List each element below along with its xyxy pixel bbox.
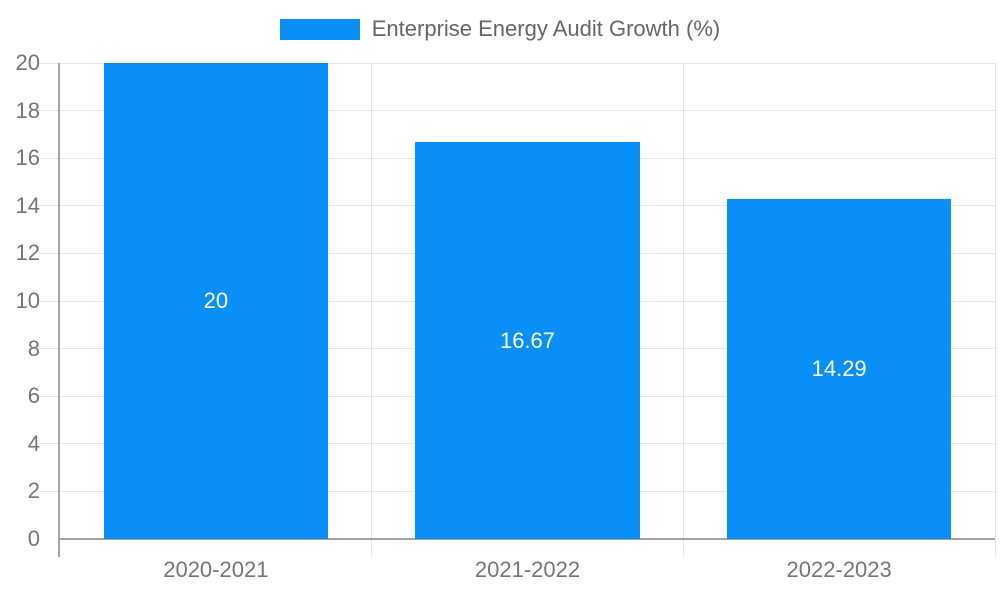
bar-2020-2021[interactable]: 20	[103, 63, 329, 539]
y-tick-label: 8	[27, 335, 40, 361]
y-tick-label: 18	[15, 97, 40, 123]
bar-2022-2023[interactable]: 14.29	[726, 198, 952, 539]
legend-item[interactable]: Enterprise Energy Audit Growth (%)	[279, 16, 721, 42]
y-tick-label: 12	[15, 240, 40, 266]
y-tick-label: 10	[15, 288, 40, 313]
x-tick-label: 2020-2021	[163, 557, 269, 582]
bar-value-label: 16.67	[499, 327, 556, 353]
bar-value-label: 14.29	[811, 355, 867, 381]
legend-label: Enterprise Energy Audit Growth (%)	[371, 16, 721, 41]
y-gridline	[39, 62, 995, 64]
x-tick-label: 2022-2023	[786, 557, 892, 582]
x-gridline	[682, 63, 684, 557]
bar-2021-2022[interactable]: 16.67	[415, 142, 640, 539]
y-tick-label: 20	[15, 50, 40, 75]
x-gridline	[994, 63, 996, 557]
y-tick-label: 6	[27, 383, 40, 409]
bar-value-label: 20	[203, 288, 229, 313]
plot-area: 20 16.67 14.29	[39, 62, 996, 557]
y-tick-label: 0	[27, 526, 40, 551]
x-axis-line	[58, 538, 995, 540]
y-axis-line	[58, 63, 60, 557]
legend-swatch-icon	[279, 18, 360, 40]
y-gridline	[39, 110, 995, 112]
chart-legend: Enterprise Energy Audit Growth (%)	[0, 16, 1000, 42]
x-tick-label: 2021-2022	[474, 557, 581, 582]
y-tick-label: 14	[15, 192, 40, 218]
y-tick-label: 2	[27, 478, 40, 504]
x-gridline	[371, 63, 373, 557]
y-tick-label: 16	[15, 145, 40, 171]
y-tick-label: 4	[27, 430, 40, 456]
